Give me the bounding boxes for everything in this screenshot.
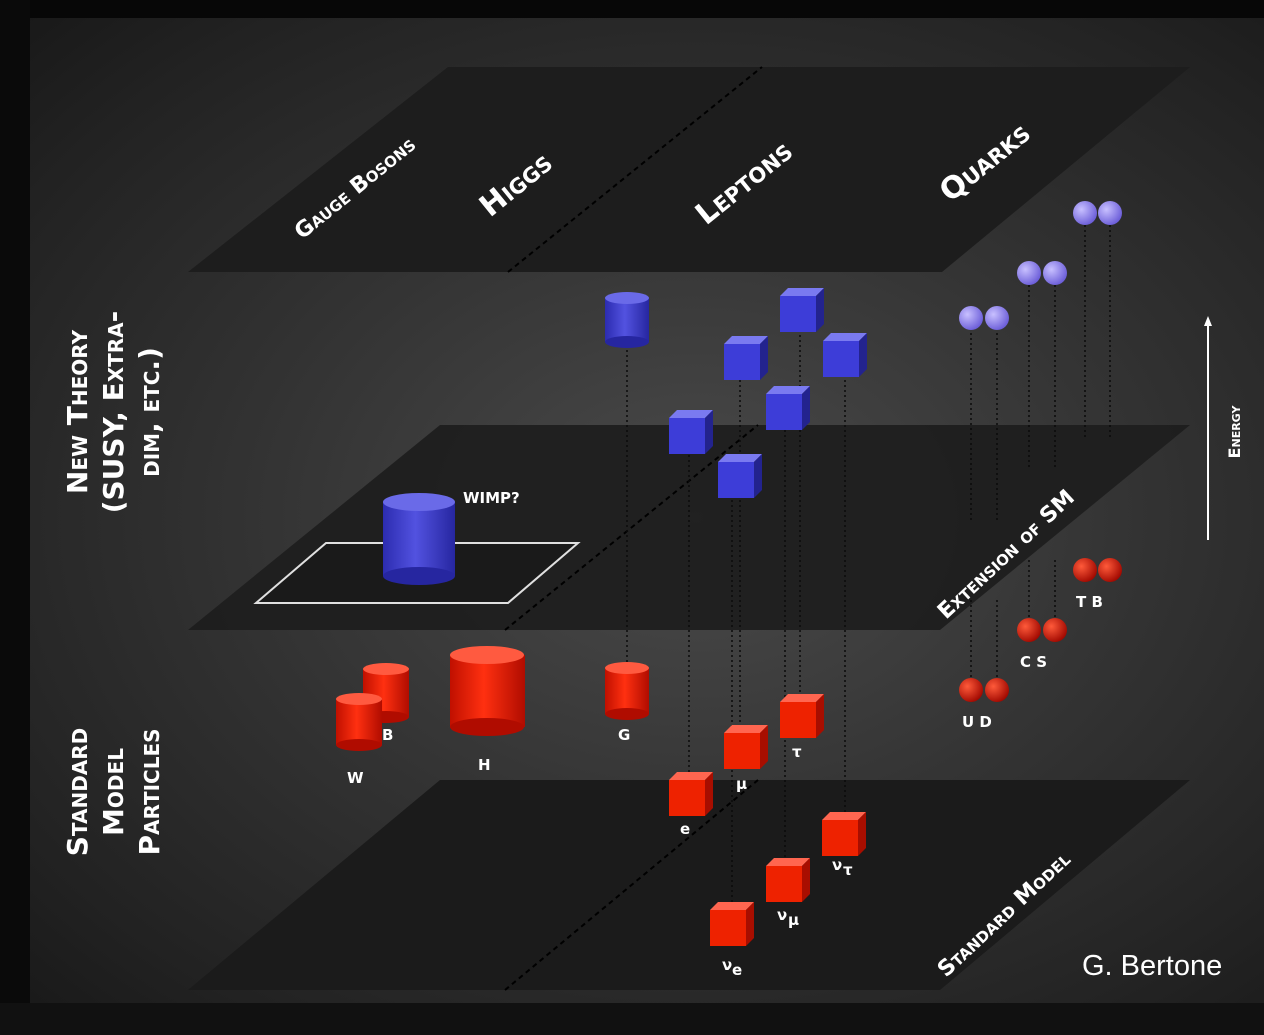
squark-pair-2	[1017, 261, 1067, 285]
label-b: B	[382, 726, 393, 744]
label-mu: μ	[736, 775, 747, 793]
svg-text:μ: μ	[788, 911, 799, 929]
label-cs: C S	[1020, 653, 1047, 671]
squark-pair-1	[959, 306, 1009, 330]
cube-nu-tau	[822, 812, 866, 856]
cube-nu-e	[710, 902, 754, 946]
svg-text:Model: Model	[97, 748, 130, 836]
squark-pair-3	[1073, 201, 1122, 225]
bottom-plane-divider	[504, 779, 759, 991]
svg-text:dim, etc.): dim, etc.)	[133, 347, 166, 477]
svg-text:ν: ν	[777, 906, 787, 924]
cylinder-h	[450, 646, 525, 736]
top-plane	[188, 67, 1190, 272]
cube-blue-5	[780, 288, 824, 332]
bottom-plane	[188, 780, 1190, 990]
cube-tau	[780, 694, 824, 738]
svg-text:e: e	[732, 961, 742, 979]
quark-pair-ud	[959, 678, 1009, 702]
cube-blue-6	[823, 333, 867, 377]
cube-blue-4	[766, 386, 810, 430]
label-nu-mu: ν μ	[777, 906, 799, 929]
cube-blue-3	[724, 336, 768, 380]
svg-text:Particles: Particles	[133, 728, 166, 855]
label-wimp: WIMP?	[463, 489, 520, 507]
side-label-new-theory: New Theory (SUSY, Extra- dim, etc.)	[61, 311, 166, 514]
energy-arrowhead	[1204, 316, 1212, 326]
side-label-standard-model-particles: Standard Model Particles	[61, 728, 166, 857]
credit-text: G. Bertone	[1082, 950, 1223, 982]
cube-blue-2	[718, 454, 762, 498]
label-e: e	[680, 820, 690, 838]
svg-text:ν: ν	[722, 956, 732, 974]
quark-pair-cs	[1017, 618, 1067, 642]
label-nu-tau: ν τ	[832, 856, 853, 879]
label-h: H	[478, 756, 491, 774]
label-g: G	[618, 726, 630, 744]
frame-bottom-border	[0, 1003, 1264, 1035]
cube-nu-mu	[766, 858, 810, 902]
quark-pair-tb	[1073, 558, 1122, 582]
label-tau: τ	[792, 743, 802, 761]
label-energy: Energy	[1225, 405, 1244, 459]
frame-top-border	[0, 0, 1264, 18]
label-w: W	[347, 769, 364, 787]
middle-plane-divider	[504, 424, 759, 631]
svg-text:(SUSY, Extra-: (SUSY, Extra-	[97, 311, 130, 514]
cylinder-w	[336, 693, 382, 751]
cylinder-g	[605, 662, 649, 720]
label-ud: U D	[962, 713, 992, 731]
cylinder-gravitino	[605, 292, 649, 348]
svg-text:ν: ν	[832, 856, 842, 874]
cylinder-wimp	[383, 493, 455, 585]
connector-lines	[626, 215, 1111, 920]
svg-text:Standard: Standard	[61, 728, 94, 857]
svg-text:τ: τ	[843, 861, 853, 879]
cube-mu	[724, 725, 768, 769]
label-tb: T B	[1076, 593, 1103, 611]
frame-left-border	[0, 0, 30, 1035]
top-plane-divider	[507, 66, 763, 273]
svg-text:New Theory: New Theory	[61, 329, 94, 494]
label-nu-e: ν e	[722, 956, 742, 979]
cube-e	[669, 772, 713, 816]
cube-blue-1	[669, 410, 713, 454]
